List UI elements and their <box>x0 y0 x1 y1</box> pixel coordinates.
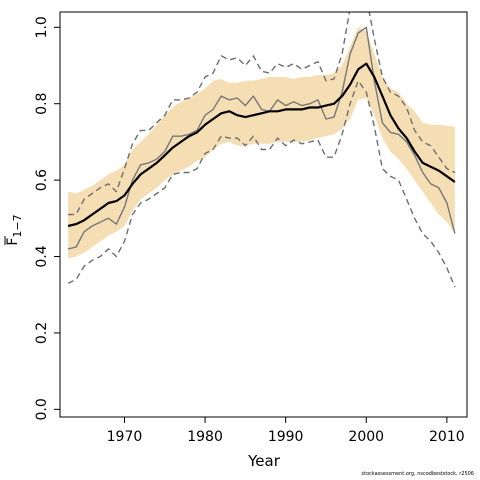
svg-text:F1−7: F1−7 <box>5 214 24 245</box>
plot-frame <box>59 11 468 418</box>
y-tick-label: 0.6 <box>34 169 50 191</box>
y-tick-label: 0.2 <box>34 322 50 344</box>
x-tick-label: 1980 <box>187 429 223 445</box>
lower-dashed-line <box>67 80 456 288</box>
y-tick-label: 0.0 <box>34 398 50 420</box>
median-black-line <box>67 62 456 228</box>
upper-dashed-line <box>68 12 456 216</box>
y-tick-label: 1.0 <box>34 16 50 38</box>
y-tick-label: 0.4 <box>34 245 50 267</box>
x-tick-label: 1990 <box>268 429 304 445</box>
confidence-band <box>68 27 455 259</box>
x-axis-label: Year <box>247 452 281 470</box>
estimate-gray-line <box>67 26 456 250</box>
y-axis-label-main: F <box>5 238 21 246</box>
x-tick-label: 2010 <box>429 429 465 445</box>
credit-text: stockassessment.org, nscodbeststock, r25… <box>361 471 474 477</box>
x-tick-label: 1970 <box>107 429 143 445</box>
y-axis-label-subscript: 1−7 <box>11 214 24 237</box>
x-tick-label: 2000 <box>348 429 384 445</box>
y-axis-label: F1−7 <box>4 214 24 246</box>
y-tick-label: 0.8 <box>34 93 50 115</box>
